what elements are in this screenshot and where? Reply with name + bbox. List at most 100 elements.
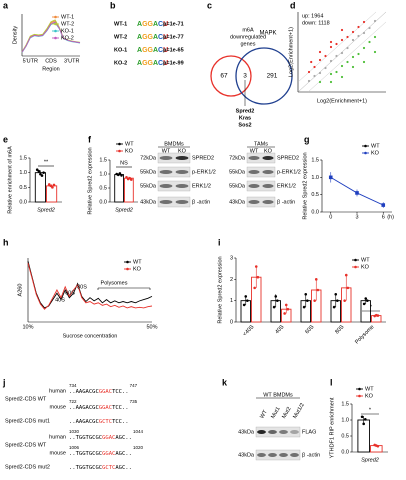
blot-band bbox=[175, 156, 189, 160]
bar bbox=[124, 177, 134, 203]
venn-title: downregulated bbox=[230, 34, 266, 40]
y-tick-label: 0 bbox=[230, 319, 233, 325]
venn-circle bbox=[235, 47, 293, 105]
protein-label: ERK1/2 bbox=[277, 183, 296, 189]
panel-label: g bbox=[304, 134, 310, 144]
size-marker: 55kDa bbox=[229, 169, 246, 175]
size-marker: 55kDa bbox=[229, 183, 246, 189]
blot-band bbox=[159, 184, 173, 188]
annotation: NS bbox=[120, 160, 128, 166]
y-tick-label: 3 bbox=[230, 255, 233, 261]
point bbox=[52, 183, 56, 187]
diagonal bbox=[307, 21, 387, 93]
bar bbox=[34, 172, 46, 203]
blot-band bbox=[248, 200, 260, 204]
y-tick-label: 1.5 bbox=[341, 401, 349, 407]
blot-band bbox=[290, 430, 299, 434]
blot-band bbox=[248, 156, 260, 160]
blot-band bbox=[257, 453, 266, 457]
point bbox=[362, 302, 366, 306]
panel-label: d bbox=[290, 0, 296, 10]
blot-band bbox=[175, 200, 189, 204]
point bbox=[362, 422, 366, 426]
point bbox=[284, 303, 288, 307]
point bbox=[351, 38, 355, 42]
point bbox=[332, 305, 336, 309]
legend-marker bbox=[126, 267, 129, 271]
annotation: Polysomes bbox=[101, 280, 128, 286]
category-label: 40S bbox=[274, 324, 285, 335]
blot-membrane bbox=[255, 449, 301, 461]
legend-label: KO bbox=[361, 264, 370, 270]
sequence: ..TGGTGCGCGCTCAGC.. bbox=[69, 465, 132, 471]
legend-marker bbox=[358, 387, 361, 391]
construct-label: Spred2-CDS mut1 bbox=[5, 418, 50, 424]
category-label: Spred2 bbox=[115, 207, 133, 213]
species: mouse bbox=[49, 450, 66, 456]
sequence: ..AAGACGCGCTCTCC.. bbox=[69, 419, 129, 425]
x-tick-label: 0 bbox=[329, 214, 332, 220]
point bbox=[283, 312, 286, 315]
y-tick-label: 1.5 bbox=[19, 155, 27, 161]
y-axis-label: Relative Spred2 expression bbox=[302, 152, 308, 219]
annotation: ** bbox=[44, 159, 49, 165]
sequence: ..TGGTGCGCGGACAGC.. bbox=[69, 451, 132, 457]
motif-pvalue: p=1e-77 bbox=[163, 34, 184, 40]
sequence: ..AAGACGCGGACTCC.. bbox=[69, 405, 129, 411]
legend-label: KO bbox=[133, 266, 142, 272]
protein-label: ERK1/2 bbox=[192, 183, 211, 189]
motif-pvalue: p=1e-71 bbox=[163, 21, 184, 27]
size-marker: 43kDa bbox=[238, 429, 255, 435]
point bbox=[329, 72, 333, 76]
lane-label: WT bbox=[250, 148, 259, 154]
sequence-part: ..AAGACGC bbox=[69, 405, 99, 411]
motif-logo: AGGACU bbox=[137, 21, 168, 28]
size-marker: 43kDa bbox=[140, 199, 157, 205]
blot-membrane bbox=[157, 180, 191, 192]
blot-membrane bbox=[246, 166, 276, 178]
sequence-part: ..TGGTGCGC bbox=[69, 465, 102, 471]
size-marker: 43kDa bbox=[229, 199, 246, 205]
blot-band bbox=[262, 200, 274, 204]
legend-marker bbox=[354, 265, 357, 269]
blot-band bbox=[279, 430, 288, 434]
point bbox=[310, 60, 313, 64]
y-tick-label: 0.5 bbox=[341, 433, 349, 439]
point bbox=[318, 71, 322, 75]
point bbox=[335, 54, 338, 58]
legend-label: WT bbox=[125, 141, 134, 147]
position: 722 bbox=[69, 399, 77, 404]
bar bbox=[114, 174, 124, 203]
point bbox=[246, 299, 249, 302]
motif-pvalue: p=1e-99 bbox=[163, 60, 184, 66]
blot-band bbox=[159, 200, 173, 204]
point bbox=[318, 58, 322, 62]
legend-label: WT bbox=[365, 386, 374, 392]
blot-band bbox=[262, 156, 274, 160]
blot-band bbox=[279, 453, 288, 457]
y-tick-label: 1.0 bbox=[341, 417, 349, 423]
protein-label: β -actin bbox=[192, 199, 210, 205]
protein-label: FLAG bbox=[302, 429, 316, 435]
y-axis-label: Log2(Enrichment+1) bbox=[288, 27, 294, 77]
point bbox=[346, 35, 349, 39]
panel-label: c bbox=[207, 0, 212, 10]
blot-membrane bbox=[255, 426, 301, 438]
sequence-part: TCC.. bbox=[112, 405, 129, 411]
point bbox=[324, 54, 327, 58]
size-marker: 72kDa bbox=[229, 155, 246, 161]
legend-marker bbox=[358, 394, 361, 398]
point bbox=[357, 25, 360, 29]
point bbox=[376, 444, 380, 448]
panel-label: l bbox=[330, 377, 333, 387]
panel-label: i bbox=[218, 237, 221, 247]
point bbox=[368, 26, 371, 30]
legend-label: KO-2 bbox=[61, 35, 74, 41]
y-tick-label: 1.0 bbox=[19, 170, 27, 176]
blot-title: BMDMs bbox=[164, 141, 184, 147]
blot-membrane bbox=[157, 166, 191, 178]
size-marker: 43kDa bbox=[238, 452, 255, 458]
panel-label: k bbox=[222, 377, 228, 387]
category-label: 3'UTR bbox=[64, 58, 79, 64]
motif-sample: WT-2 bbox=[114, 34, 127, 40]
